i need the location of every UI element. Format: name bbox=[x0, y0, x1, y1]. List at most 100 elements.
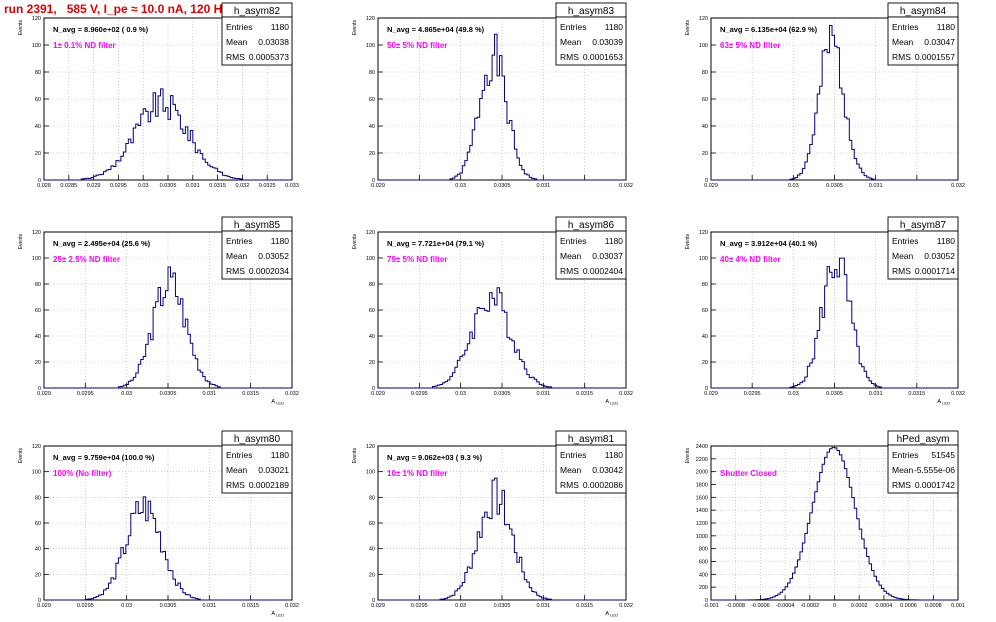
x-tick-label: 0.029 bbox=[371, 603, 385, 609]
x-tick-label: 0.033 bbox=[285, 183, 299, 189]
stats-label: RMS bbox=[892, 480, 911, 490]
histogram-line bbox=[711, 24, 958, 181]
y-tick-label: 120 bbox=[699, 16, 708, 22]
y-axis-title: Events bbox=[18, 448, 24, 464]
x-tick-label: 0.03 bbox=[138, 183, 149, 189]
y-tick-label: 80 bbox=[35, 495, 41, 501]
filter-annotation: Shutter Closed bbox=[720, 469, 777, 478]
y-tick-label: 0 bbox=[705, 598, 708, 604]
x-tick-label: 0.029 bbox=[704, 183, 718, 189]
x-tick-label: 0.032 bbox=[285, 391, 299, 397]
hist-name: h_asym82 bbox=[234, 6, 281, 17]
y-tick-label: 80 bbox=[369, 70, 375, 76]
y-tick-label: 80 bbox=[369, 282, 375, 288]
stats-label: RMS bbox=[892, 266, 911, 276]
y-tick-label: 0 bbox=[372, 598, 375, 604]
y-tick-label: 20 bbox=[702, 151, 708, 157]
x-tick-label: 0.032 bbox=[619, 183, 633, 189]
x-tick-label: 0.029 bbox=[37, 603, 51, 609]
x-tick-label: 0.031 bbox=[869, 183, 883, 189]
stats-value: 0.0002189 bbox=[249, 480, 289, 490]
x-axis-title: A LED bbox=[605, 399, 618, 406]
stats-value: 1180 bbox=[605, 236, 624, 246]
y-tick-label: 20 bbox=[35, 151, 41, 157]
x-axis-title-subscript: LED bbox=[609, 613, 618, 618]
x-tick-label: -0.001 bbox=[703, 603, 719, 609]
y-tick-label: 1800 bbox=[696, 483, 708, 489]
y-tick-label: 100 bbox=[366, 470, 375, 476]
x-tick-label: 0.0295 bbox=[411, 391, 428, 397]
stats-label: Mean bbox=[892, 465, 914, 475]
y-tick-label: 100 bbox=[32, 470, 41, 476]
x-tick-label: -0.0002 bbox=[800, 603, 819, 609]
filter-annotation: 10± 1% ND filter bbox=[387, 469, 447, 478]
y-axis-title: Events bbox=[352, 234, 358, 250]
stats-label: Entries bbox=[892, 22, 918, 32]
navg-label: N_avg = 8.960e+02 ( 0.9 %) bbox=[53, 25, 149, 34]
x-tick-label: 0.0295 bbox=[110, 183, 127, 189]
y-tick-label: 40 bbox=[35, 334, 41, 340]
x-tick-label: 0.0315 bbox=[209, 183, 226, 189]
x-tick-label: 0.03 bbox=[455, 391, 466, 397]
stats-value: 0.0005373 bbox=[249, 52, 289, 62]
y-tick-label: 120 bbox=[32, 444, 41, 450]
x-tick-label: 0 bbox=[833, 603, 836, 609]
filter-annotation: 1± 0.1% ND filter bbox=[53, 41, 116, 50]
stats-label: Mean bbox=[892, 251, 914, 261]
y-tick-label: 0 bbox=[38, 386, 41, 392]
y-tick-label: 40 bbox=[369, 334, 375, 340]
y-axis-title: Events bbox=[18, 20, 24, 36]
x-tick-label: 0.032 bbox=[951, 183, 965, 189]
stats-value: 0.03042 bbox=[592, 465, 623, 475]
stats-label: RMS bbox=[226, 480, 245, 490]
stats-label: Entries bbox=[560, 236, 586, 246]
stats-value: 0.0001714 bbox=[915, 266, 955, 276]
hist-name: h_asym83 bbox=[568, 6, 615, 17]
x-axis-title: A LED bbox=[271, 611, 284, 618]
stats-value: 0.03039 bbox=[592, 37, 623, 47]
stats-box bbox=[221, 444, 293, 494]
stats-label: Mean bbox=[226, 465, 248, 475]
y-tick-label: 120 bbox=[32, 16, 41, 22]
stats-value: 0.0002034 bbox=[249, 266, 289, 276]
x-tick-label: 0.0315 bbox=[242, 391, 259, 397]
stats-label: RMS bbox=[560, 266, 579, 276]
stats-label: Entries bbox=[560, 450, 586, 460]
x-tick-label: 0.0315 bbox=[908, 391, 925, 397]
x-tick-label: 0.0002 bbox=[851, 603, 868, 609]
hist-panel-h_asym85: 0 20 40 60 80 100 120 0.029 0.0295 0.03 0.0305 0.03… bbox=[18, 216, 299, 406]
stats-value: 1180 bbox=[271, 22, 290, 32]
y-tick-label: 1400 bbox=[696, 508, 708, 514]
stats-box bbox=[555, 230, 627, 280]
stats-label: Mean bbox=[560, 251, 582, 261]
y-tick-label: 60 bbox=[702, 97, 708, 103]
hist-panel-h_asym82: 0 20 40 60 80 100 120 0.028 0.0285 0.029 0.0295 0.0… bbox=[18, 2, 299, 189]
stats-label: RMS bbox=[560, 480, 579, 490]
y-axis-title: Events bbox=[352, 20, 358, 36]
y-tick-label: 80 bbox=[35, 70, 41, 76]
x-tick-label: -0.0008 bbox=[726, 603, 745, 609]
y-tick-label: 80 bbox=[35, 282, 41, 288]
x-tick-label: 0.0295 bbox=[77, 391, 94, 397]
y-tick-label: 1200 bbox=[696, 521, 708, 527]
x-tick-label: 0.0305 bbox=[494, 183, 511, 189]
histogram-line bbox=[378, 287, 626, 389]
x-axis-title: A LED bbox=[937, 399, 950, 406]
x-tick-label: 0.0295 bbox=[77, 603, 94, 609]
x-tick-label: 0.03 bbox=[788, 391, 799, 397]
x-tick-label: 0.0295 bbox=[411, 603, 428, 609]
filter-annotation: 79± 5% ND filter bbox=[387, 255, 447, 264]
stats-label: Mean bbox=[226, 251, 248, 261]
y-tick-label: 20 bbox=[702, 360, 708, 366]
stats-label: RMS bbox=[892, 52, 911, 62]
y-tick-label: 60 bbox=[35, 308, 41, 314]
stats-value: 1180 bbox=[605, 22, 624, 32]
stats-label: Entries bbox=[226, 22, 252, 32]
filter-annotation: 25± 2.5% ND filter bbox=[53, 255, 120, 264]
y-tick-label: 80 bbox=[369, 495, 375, 501]
stats-value: 51545 bbox=[931, 450, 955, 460]
stats-value: 1180 bbox=[271, 450, 290, 460]
stats-value: 0.03037 bbox=[592, 251, 623, 261]
x-tick-label: 0.0305 bbox=[494, 603, 511, 609]
